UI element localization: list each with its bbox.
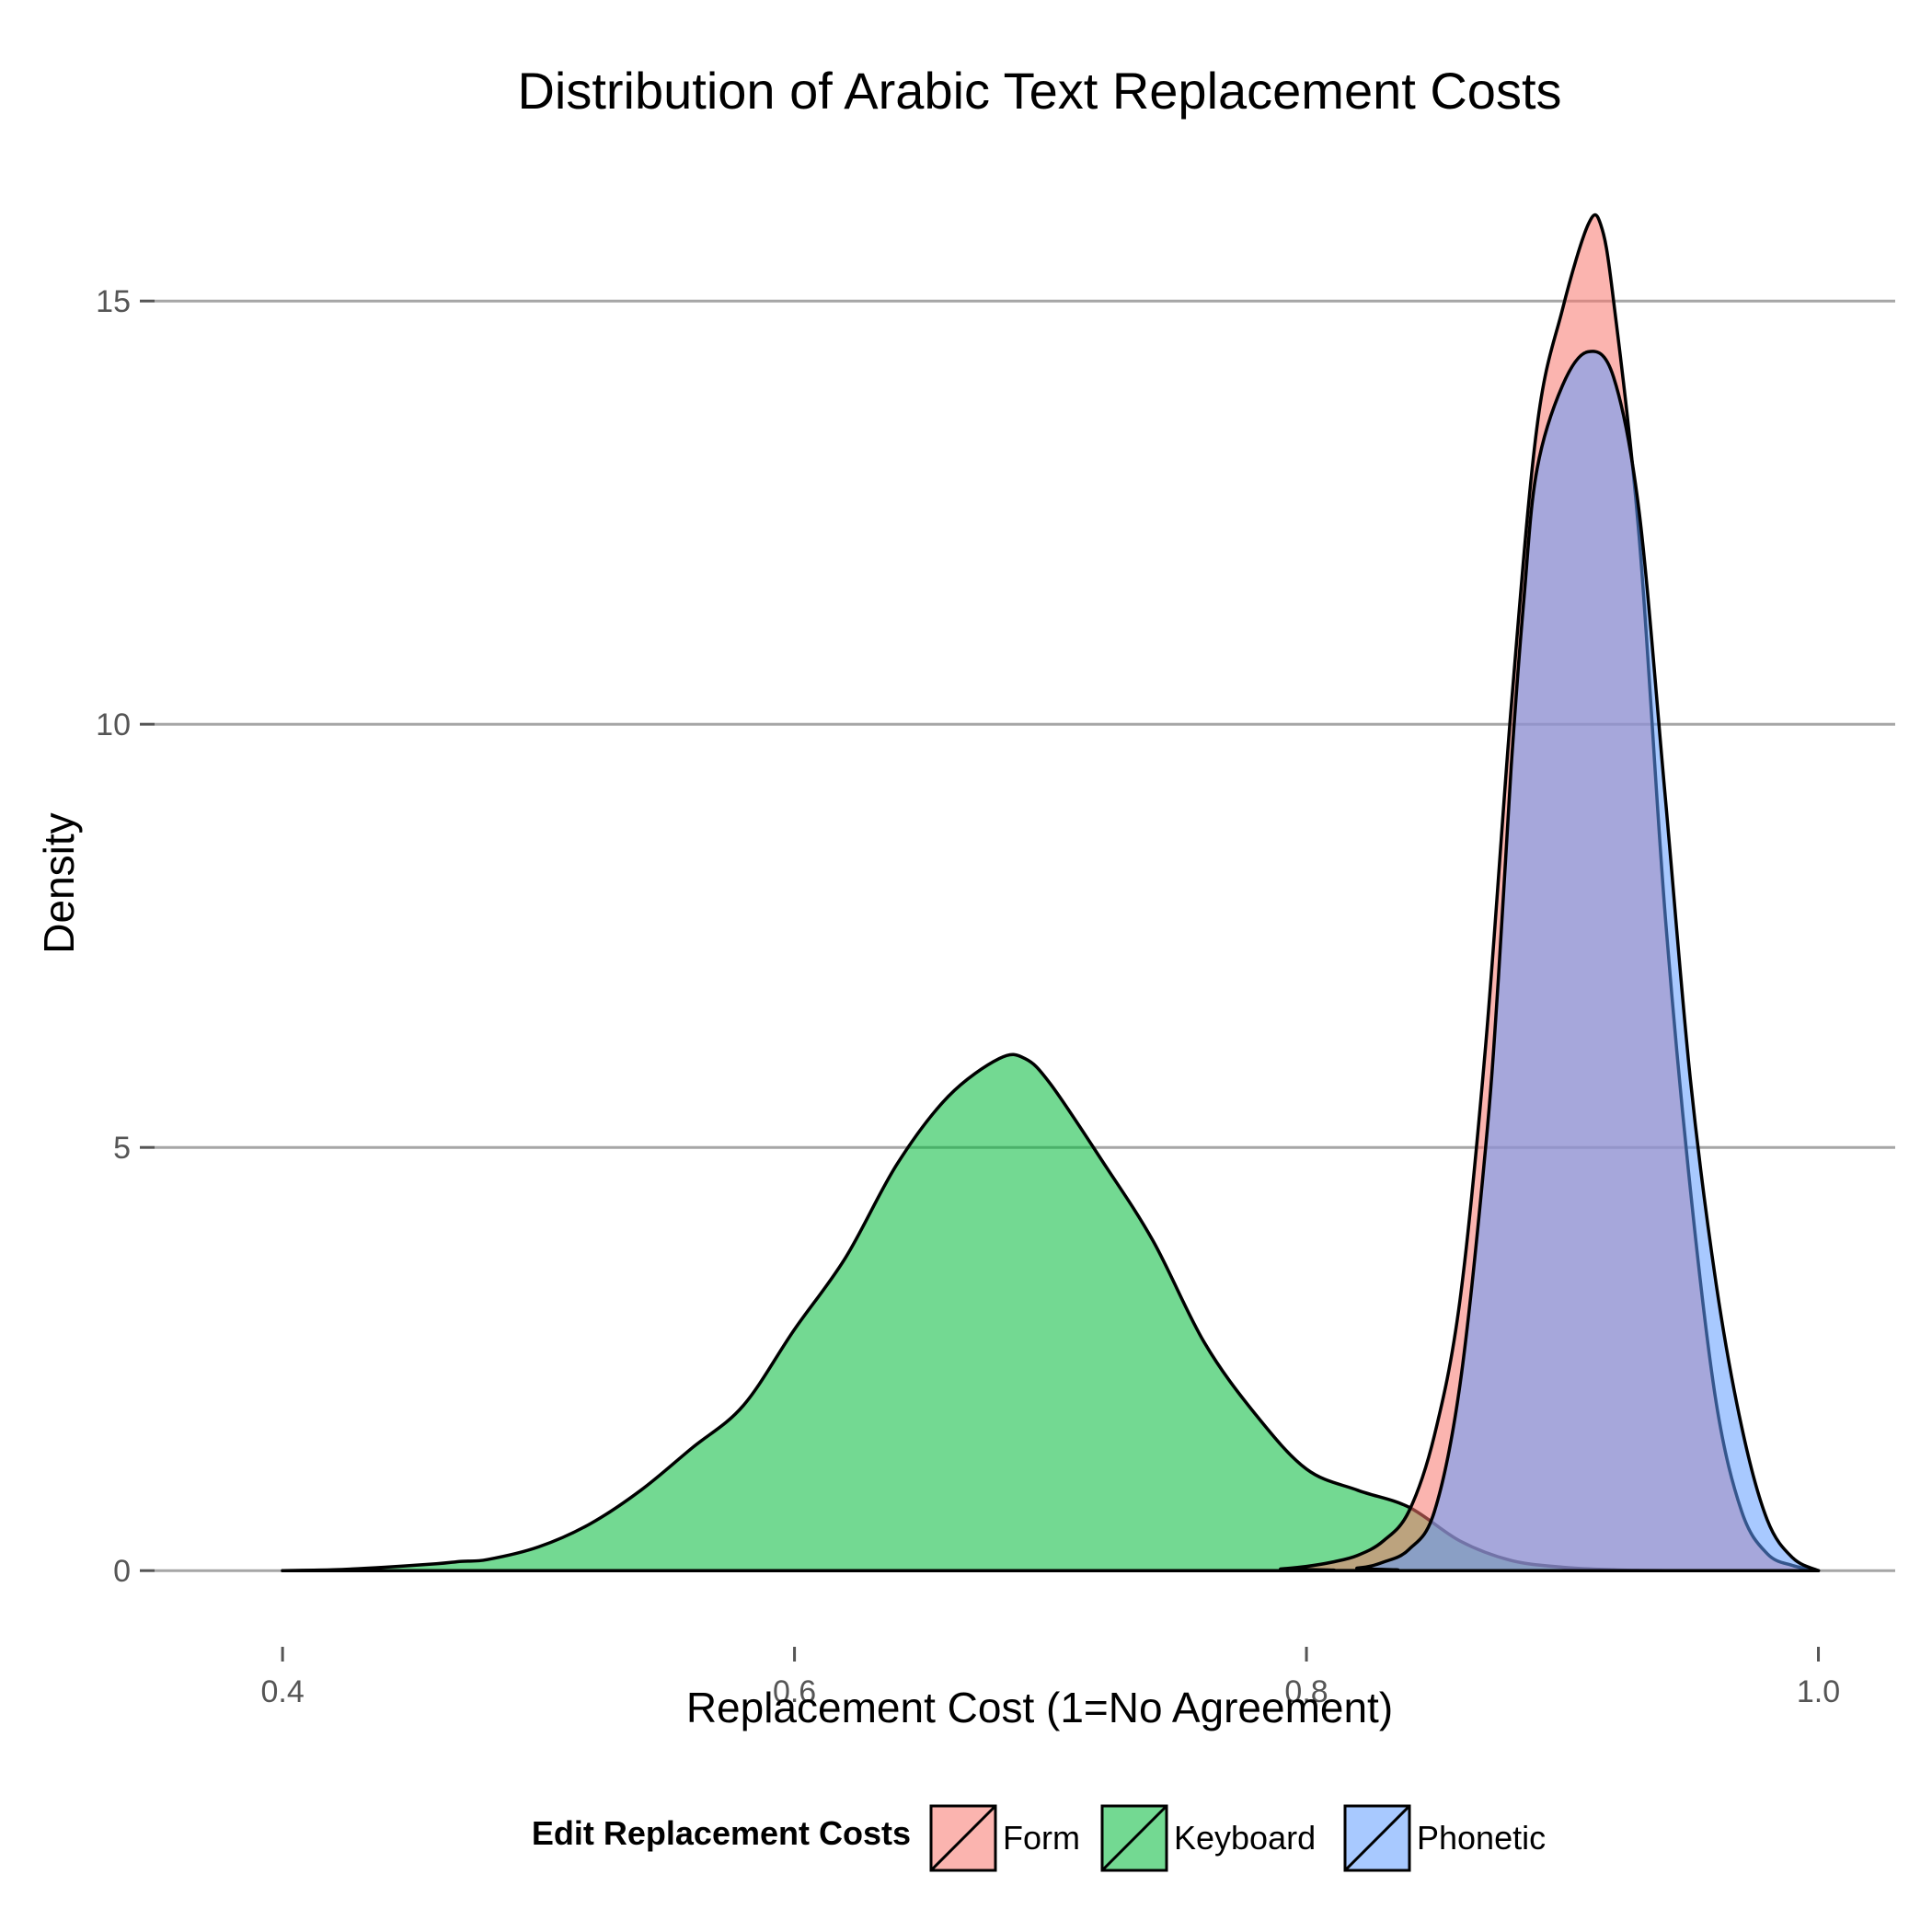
legend-item-keyboard: Keyboard <box>1100 1804 1316 1872</box>
legend-label-keyboard: Keyboard <box>1174 1819 1316 1857</box>
legend: Edit Replacement Costs Form Keyboard Phone… <box>532 1804 1546 1872</box>
x-tick-label: 0.6 <box>773 1674 816 1709</box>
y-axis: 0 5 10 15 <box>96 284 155 1589</box>
density-areas <box>281 213 1821 1572</box>
x-tick-label: 1.0 <box>1797 1674 1840 1709</box>
y-tick-label: 0 <box>113 1554 131 1589</box>
legend-label-phonetic: Phonetic <box>1417 1819 1546 1857</box>
legend-key-slash <box>929 1804 997 1872</box>
chart-title: Distribution of Arabic Text Replacement … <box>517 62 1561 120</box>
x-axis-title: Replacement Cost (1=No Agreement) <box>686 1684 1393 1731</box>
x-tick-label: 0.4 <box>260 1674 304 1709</box>
legend-label-form: Form <box>1003 1819 1080 1857</box>
legend-item-form: Form <box>929 1804 1080 1872</box>
density-area-phonetic <box>281 350 1821 1572</box>
legend-title: Edit Replacement Costs <box>532 1814 911 1852</box>
y-tick-label: 15 <box>96 284 131 319</box>
x-axis: 0.4 0.6 0.8 1.0 <box>260 1647 1840 1709</box>
x-tick-label: 0.8 <box>1284 1674 1328 1709</box>
legend-key-slash <box>1100 1804 1168 1872</box>
legend-item-phonetic: Phonetic <box>1343 1804 1546 1872</box>
legend-key-slash <box>1343 1804 1411 1872</box>
y-axis-title: Density <box>35 812 83 953</box>
y-tick-label: 10 <box>96 707 131 742</box>
y-tick-label: 5 <box>113 1131 131 1166</box>
